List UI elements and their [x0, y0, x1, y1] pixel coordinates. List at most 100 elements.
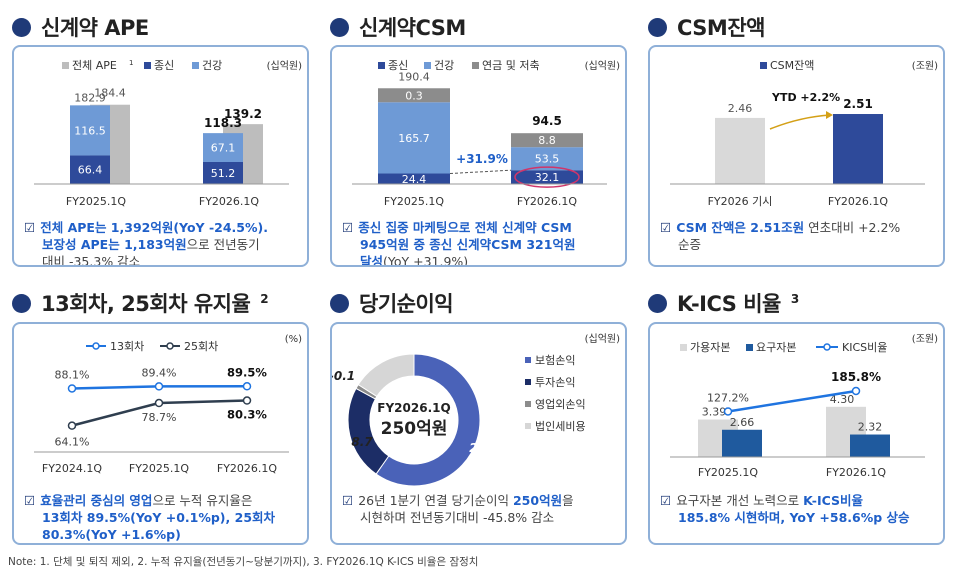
legend-label-25: 25회차 [184, 340, 218, 353]
kics-ratio-point [723, 407, 733, 416]
kics-ratio-line [727, 389, 857, 413]
kics-card: 가용자본 요구자본 KICS비율 (조원) 3.39 2.66 4.30 2.32 12… [648, 322, 945, 545]
legend-label-insurance: 보험손익 [535, 354, 575, 367]
whole-life-bar [378, 173, 450, 184]
csm-balance-footer: ☑ CSM 잔액은 2.51조원 연초대비 +2.2% 순증 [660, 220, 901, 252]
slice-value-label: 22.4 [469, 441, 499, 455]
data-label: 78.7% [142, 411, 177, 424]
bullet-dot-icon [330, 293, 349, 313]
ape-section-title: 신계약 APE [12, 12, 149, 42]
data-label: 4.30 [830, 393, 855, 406]
legend-swatch-available [680, 344, 687, 351]
checkbox-icon: ☑ [342, 493, 354, 508]
csm-card: 종신 건강 연금 및 저축 (십억원) 24.4 165.7 0.3 190.4 32.… [330, 45, 627, 267]
legend-label-annuity: 연금 및 저축 [482, 59, 540, 72]
annuity-bar [511, 133, 583, 148]
total-value-label: 139.2 [224, 107, 262, 121]
bullet-dot-icon [648, 293, 667, 313]
data-label: 2.32 [858, 421, 883, 434]
slice-value-label: 8.7 [351, 435, 373, 449]
csm-chart: 종신 건강 연금 및 저축 (십억원) 24.4 165.7 0.3 190.4 32.… [352, 59, 621, 208]
data-label: 2.66 [730, 416, 755, 429]
legend-label-investment: 투자손익 [535, 376, 575, 389]
highlight-ellipse [514, 166, 580, 188]
csm-balance-bar [833, 114, 883, 184]
legend-label-available: 가용자본 [690, 341, 730, 354]
required-capital-bar [850, 434, 890, 457]
data-label: 66.4 [78, 164, 103, 177]
legend-swatch-tax [525, 423, 531, 429]
csm-balance-card: CSM잔액 (조원) 2.46 2.51 YTD +2.2% FY2026 기시 F… [648, 45, 945, 267]
legend-marker-kics [823, 343, 831, 351]
ape-card: 전체 APE 1 종신 건강 (십억원) 66.4 116.5 184.4 182.9… [12, 45, 309, 267]
x-tick-label: FY2025.1Q [66, 195, 127, 208]
legend-swatch-insurance [525, 357, 531, 363]
legend-label-kics: KICS비율 [842, 341, 887, 354]
checkbox-icon: ☑ [660, 220, 672, 235]
annuity-bar [378, 88, 450, 103]
retention-chart: 13회차 25회차 (%) 88.1% 89.4% 89.5% 64.1% 78.7% 8… [34, 334, 302, 475]
csm-balance-bar [715, 117, 765, 184]
data-label: 116.5 [74, 124, 106, 137]
data-label: 53.5 [535, 153, 560, 166]
whole-life-bar [70, 155, 110, 184]
unit-label: (조원) [912, 333, 938, 345]
legend-label-csm-balance: CSM잔액 [770, 59, 814, 72]
retention-section-title: 13회차, 25회차 유지율 2 [12, 288, 269, 318]
donut-center-value: 250억원 [381, 419, 448, 439]
donut-slice [375, 353, 481, 487]
ape-chart: 전체 APE 1 종신 건강 (십억원) 66.4 116.5 184.4182.9… [34, 59, 302, 208]
health-bar [203, 133, 243, 162]
unit-label: (%) [285, 334, 302, 345]
csm-balance-section-title: CSM잔액 [648, 12, 765, 42]
legend-swatch-nonoperating [525, 401, 531, 407]
legend-marker-13 [92, 342, 100, 350]
data-label: 0.3 [405, 89, 423, 102]
csm-footer: ☑ 종신 집중 마케팅으로 전체 신계약 CSM 945억원 중 종신 신계약CS… [342, 220, 576, 267]
data-label: 67.1 [211, 142, 236, 155]
ytd-label: YTD +2.2% [771, 91, 840, 104]
csm-section-title: 신계약CSM [330, 12, 466, 42]
data-label: 80.3% [227, 408, 267, 422]
legend-swatch-health [424, 62, 431, 69]
checkbox-icon: ☑ [24, 493, 36, 508]
legend-swatch-investment [525, 379, 531, 385]
legend-swatch-whole-life [378, 62, 385, 69]
legend-swatch-total [62, 62, 69, 69]
whole-life-bar [511, 170, 583, 184]
total-value-label: 184.4 [94, 87, 126, 100]
data-label: 32.1 [535, 171, 560, 184]
slice-value-label: -6 [383, 343, 396, 357]
bullet-dot-icon [12, 17, 31, 37]
data-label: 89.5% [227, 365, 267, 379]
growth-label: +31.9% [456, 152, 508, 166]
retention-point [154, 382, 164, 391]
data-label: 89.4% [142, 366, 177, 379]
legend-label-nonoperating: 영업외손익 [535, 398, 586, 411]
x-tick-label: FY2025.1Q [698, 466, 759, 479]
data-label: 64.1% [55, 436, 90, 449]
retention-point [242, 382, 252, 391]
retention-point [67, 421, 77, 430]
unit-label: (십억원) [585, 60, 621, 72]
data-label: 51.2 [211, 167, 236, 180]
retention-footer: ☑ 효율관리 중심의 영업으로 누적 유지율은 13회차 89.5%(YoY +0… [24, 493, 276, 542]
legend-label-required: 요구자본 [756, 341, 796, 354]
checkbox-icon: ☑ [24, 220, 36, 235]
x-tick-label: FY2026.1Q [517, 195, 578, 208]
x-tick-label: FY2026.1Q [199, 195, 260, 208]
legend-label-whole-life: 종신 [388, 59, 408, 72]
data-label: 127.2% [707, 391, 749, 404]
data-label: 88.1% [55, 368, 90, 381]
retention-card: 13회차 25회차 (%) 88.1% 89.4% 89.5% 64.1% 78.7% 8… [12, 322, 309, 545]
ape-footer: ☑ 전체 APE는 1,392억원(YoY -24.5%). 보장성 APE는 1… [24, 220, 268, 267]
x-tick-label: FY2026.1Q [828, 195, 889, 208]
legend-marker-25 [166, 342, 174, 350]
donut-center-period: FY2026.1Q [377, 401, 450, 415]
data-label: 24.4 [402, 173, 427, 186]
stack-total-label: 118.3 [204, 116, 242, 130]
data-label: 8.8 [538, 134, 556, 147]
unit-label: (조원) [912, 60, 938, 72]
net-income-card: (십억원) 22.4 8.7 -0.1 -6 FY2026.1Q 250억원 보험손익… [330, 322, 627, 545]
